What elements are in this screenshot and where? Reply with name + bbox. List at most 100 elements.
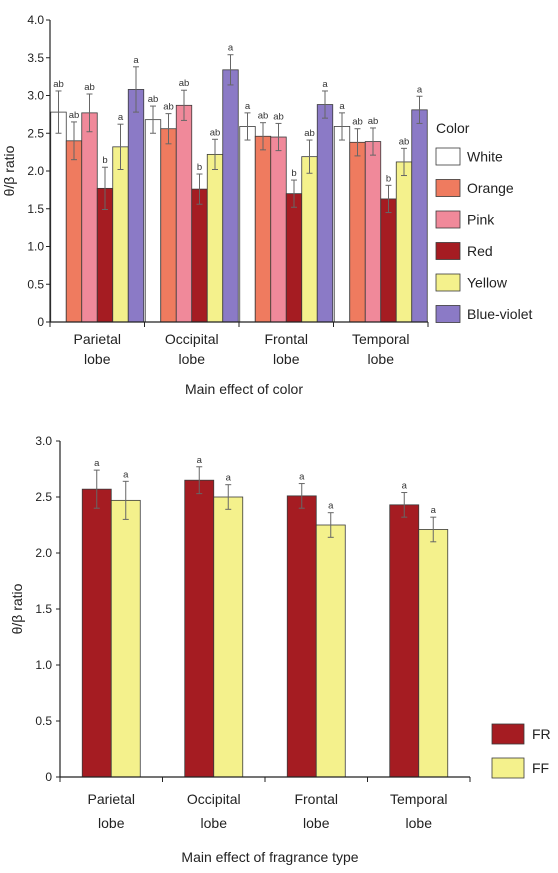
- chart1-category-label: Parietal lobe: [74, 331, 121, 367]
- chart1-significance-label: ab: [179, 78, 190, 89]
- chart2-y-tick-label: 2.5: [35, 490, 52, 504]
- chart1-bar: [65, 140, 83, 323]
- chart2-category-label: Temporal lobe: [390, 791, 448, 831]
- chart1-significance-label: ab: [148, 94, 159, 105]
- chart1-bar: [285, 193, 303, 323]
- chart1-y-tick-label: 0.5: [27, 277, 44, 291]
- chart1-bar: [127, 89, 145, 323]
- chart2-bar: [389, 504, 420, 778]
- chart1-significance-label: ab: [273, 111, 284, 122]
- chart1-y-tick-label: 3.5: [27, 51, 44, 65]
- chart2-bar: [184, 479, 215, 778]
- chart1-significance-label: a: [417, 84, 423, 95]
- chart1-y-tick-label: 3.0: [27, 89, 44, 103]
- chart1-bar: [81, 112, 98, 323]
- chart1-significance-label: b: [291, 168, 296, 179]
- chart1-significance-label: a: [245, 101, 251, 112]
- chart1-bar: [222, 69, 239, 323]
- chart2-x-axis-title: Main effect of fragrance type: [181, 849, 358, 865]
- chart2-y-tick-label: 2.0: [35, 546, 52, 560]
- chart1-legend-label: Blue-violet: [467, 306, 532, 322]
- chart1-y-tick-label: 4.0: [27, 13, 44, 27]
- chart1-significance-label: ab: [53, 79, 64, 90]
- chart2-legend-label: FR: [532, 726, 551, 742]
- chart2-significance-label: a: [197, 455, 203, 466]
- chart1-bar: [364, 141, 382, 323]
- chart1-significance-label: ab: [163, 102, 174, 113]
- chart1-legend-swatch: [435, 305, 461, 323]
- chart2-significance-label: a: [94, 458, 100, 469]
- chart2-bar: [110, 499, 141, 778]
- chart1-y-tick-label: 1.5: [27, 202, 44, 216]
- chart2-significance-label: a: [123, 469, 129, 480]
- chart2-y-tick-label: 1.0: [35, 658, 52, 672]
- chart1-bar: [349, 141, 366, 323]
- chart1-bar: [395, 161, 413, 323]
- chart2-y-tick-label: 1.5: [35, 602, 52, 616]
- chart1-bar: [175, 104, 193, 323]
- chart1-legend-swatch: [435, 210, 461, 229]
- chart1-significance-label: b: [102, 155, 107, 166]
- chart1-bar: [411, 109, 428, 323]
- chart1-significance-label: b: [386, 173, 391, 184]
- chart1-legend-label: Orange: [467, 180, 514, 196]
- chart1-legend-swatch: [435, 273, 461, 292]
- chart1-legend-title: Color: [436, 120, 470, 136]
- chart1-legend-label: White: [467, 149, 503, 165]
- chart1-x-axis-title: Main effect of color: [185, 381, 303, 397]
- chart2-category-label: Frontal lobe: [294, 791, 338, 831]
- chart1-significance-label: ab: [399, 136, 410, 147]
- chart2-significance-label: a: [226, 473, 232, 484]
- chart1-significance-label: ab: [84, 82, 95, 93]
- chart2-bar: [315, 524, 346, 778]
- chart2-bar: [286, 495, 317, 778]
- chart1-y-axis-title: θ/β ratio: [1, 145, 17, 196]
- chart2-category-label: Occipital lobe: [187, 791, 241, 831]
- chart1-significance-label: b: [197, 162, 202, 173]
- chart2-bar: [81, 488, 112, 778]
- chart1-significance-label: ab: [304, 128, 315, 139]
- chart1-significance-label: a: [228, 43, 234, 54]
- chart1-significance-label: ab: [258, 111, 269, 122]
- chart1-bar: [316, 104, 334, 323]
- chart1-category-label: Occipital lobe: [165, 331, 219, 367]
- chart2-legend-swatch: [491, 757, 525, 779]
- chart1-bar: [380, 198, 397, 323]
- chart1-legend-label: Yellow: [467, 275, 508, 291]
- chart1-legend-label: Red: [467, 243, 493, 259]
- chart1-y-tick-label: 2.0: [27, 164, 44, 178]
- chart2-significance-label: a: [328, 501, 334, 512]
- chart2-significance-label: a: [431, 505, 437, 516]
- chart2-y-tick-label: 3.0: [35, 434, 52, 448]
- chart2-legend-label: FF: [532, 760, 549, 776]
- chart1-y-tick-label: 2.5: [27, 126, 44, 140]
- chart1-significance-label: a: [118, 112, 124, 123]
- chart2-y-axis-title: θ/β ratio: [9, 583, 25, 634]
- chart1-significance-label: a: [133, 55, 139, 66]
- chart1-bar: [206, 153, 224, 323]
- chart1-category-label: Temporal lobe: [352, 331, 410, 367]
- chart1-significance-label: ab: [210, 127, 221, 138]
- chart2-y-tick-label: 0: [45, 770, 52, 784]
- chart1-legend-swatch: [435, 147, 461, 166]
- chart1-y-tick-label: 0: [37, 315, 44, 329]
- chart1-bar: [301, 156, 318, 323]
- chart1-legend-swatch: [435, 179, 461, 197]
- chart1-category-label: Frontal lobe: [264, 331, 308, 367]
- chart1-bar: [160, 128, 177, 323]
- chart1-y-tick-label: 1.0: [27, 240, 44, 254]
- chart1-significance-label: ab: [368, 116, 379, 127]
- chart2-legend-swatch: [491, 723, 525, 745]
- chart1-bar: [112, 146, 129, 323]
- chart1-bar: [254, 135, 272, 323]
- chart2-y-tick-label: 0.5: [35, 714, 52, 728]
- chart1-legend-label: Pink: [467, 212, 495, 228]
- chart1-legend-swatch: [435, 242, 461, 260]
- chart1-bar: [239, 126, 256, 323]
- chart2-bar: [213, 496, 244, 778]
- chart2-bar: [418, 529, 449, 778]
- chart1-significance-label: ab: [69, 110, 80, 121]
- chart1-bar: [270, 136, 287, 323]
- chart1-bar: [333, 126, 351, 323]
